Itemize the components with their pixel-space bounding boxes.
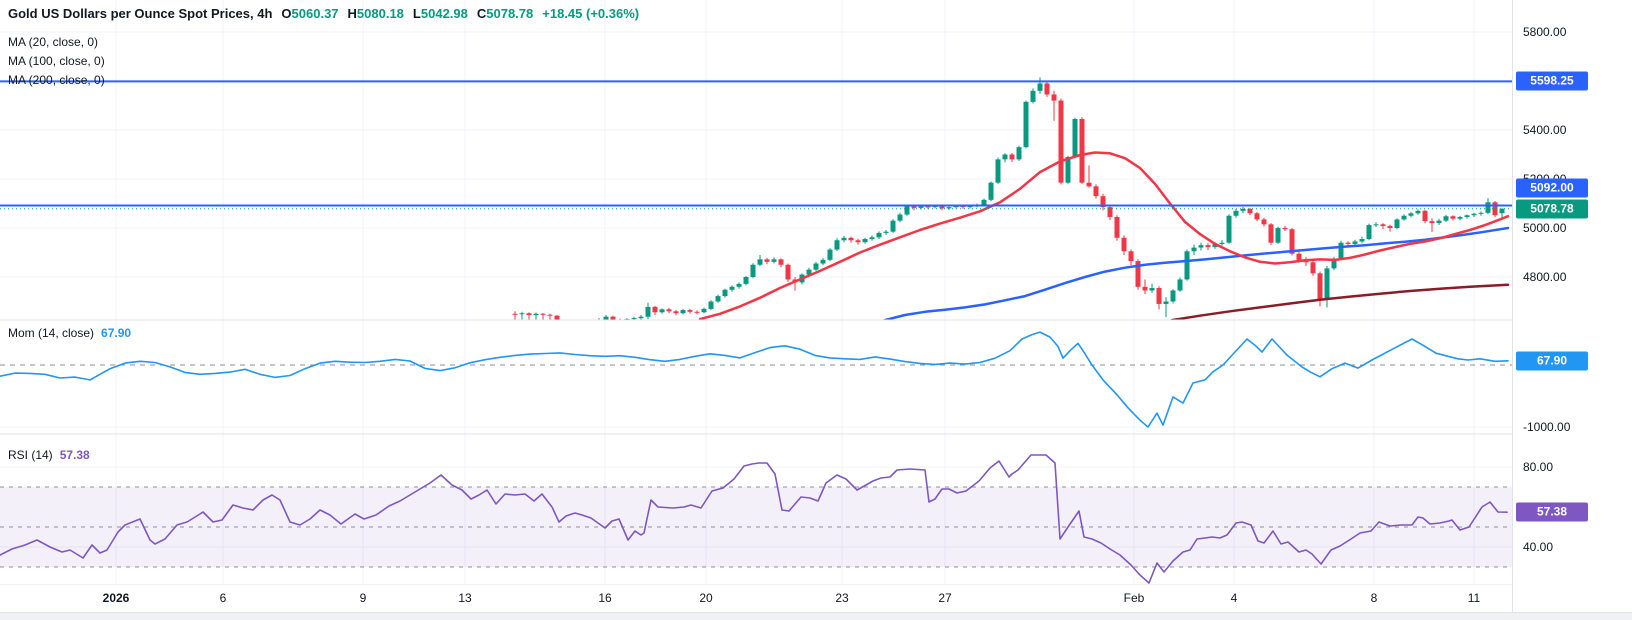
time-tick-label: 11 xyxy=(1467,591,1481,605)
price-axis[interactable]: 5800.005400.005200.005000.004800.00-1000… xyxy=(1512,0,1632,612)
ohlc-key: L xyxy=(412,6,421,21)
price-tick-label: 4800.00 xyxy=(1523,270,1567,284)
symbol-legend: Gold US Dollars per Ounce Spot Prices, 4… xyxy=(8,6,639,21)
time-tick-label: 6 xyxy=(219,591,227,605)
level-price-tag: 5092.00 xyxy=(1516,178,1588,198)
ohlc-value: 5078.78 xyxy=(486,6,534,21)
time-tick-label: 23 xyxy=(835,591,849,605)
ohlc-values: O5060.37 H5080.18 L5042.98 C5078.78 +18.45 (… xyxy=(272,6,639,21)
price-tick-label: 40.00 xyxy=(1523,540,1554,554)
price-tick-label: 5400.00 xyxy=(1523,123,1567,137)
ohlc-key: H xyxy=(347,6,357,21)
ma200-legend[interactable]: MA (200, close, 0) xyxy=(8,73,105,87)
time-tick-label: 13 xyxy=(458,591,472,605)
time-tick-label: 2026 xyxy=(102,591,130,605)
ma100-legend[interactable]: MA (100, close, 0) xyxy=(8,54,105,68)
time-tick-label: Feb xyxy=(1123,591,1145,605)
time-axis[interactable]: 2026 6 9 13 16 20 23 27 Feb 4 8 11 xyxy=(0,585,1512,612)
price-tick-label: 80.00 xyxy=(1523,460,1554,474)
last-price-tag: 5078.78 xyxy=(1516,199,1588,219)
rsi-value: 57.38 xyxy=(59,448,90,462)
price-tick-label: -1000.00 xyxy=(1523,420,1571,434)
momentum-label: Mom (14, close) xyxy=(8,326,95,340)
bottom-strip xyxy=(0,612,1632,620)
price-tick-label: 5000.00 xyxy=(1523,221,1567,235)
rsi-pane xyxy=(0,454,1512,584)
time-tick-label: 4 xyxy=(1230,591,1238,605)
ohlc-key: O xyxy=(281,6,292,21)
price-tick-label: 5800.00 xyxy=(1523,25,1567,39)
rsi-legend[interactable]: RSI (14) 57.38 xyxy=(8,448,90,462)
momentum-legend[interactable]: Mom (14, close) 67.90 xyxy=(8,326,131,340)
level-lines[interactable] xyxy=(0,80,1512,210)
candles-layer xyxy=(512,77,1505,320)
rsi-label: RSI (14) xyxy=(8,448,53,462)
ohlc-value: 5080.18 xyxy=(356,6,404,21)
momentum-pane xyxy=(0,331,1512,428)
ohlc-value: 5042.98 xyxy=(420,6,468,21)
momentum-value-tag: 67.90 xyxy=(1516,351,1588,371)
ma20-legend[interactable]: MA (20, close, 0) xyxy=(8,35,99,49)
time-tick-label: 9 xyxy=(359,591,367,605)
time-tick-label: 16 xyxy=(598,591,612,605)
momentum-value: 67.90 xyxy=(101,326,132,340)
change-value: +18.45 (+0.36%) xyxy=(542,6,640,21)
time-tick-label: 27 xyxy=(938,591,952,605)
time-tick-label: 20 xyxy=(699,591,713,605)
level-price-tag: 5598.25 xyxy=(1516,71,1588,91)
ohlc-key: C xyxy=(476,6,487,21)
rsi-value-tag: 57.38 xyxy=(1516,502,1588,522)
price-pane xyxy=(512,77,1510,320)
ohlc-value: 5060.37 xyxy=(291,6,339,21)
time-tick-label: 8 xyxy=(1370,591,1378,605)
symbol-title[interactable]: Gold US Dollars per Ounce Spot Prices, 4… xyxy=(8,6,273,21)
